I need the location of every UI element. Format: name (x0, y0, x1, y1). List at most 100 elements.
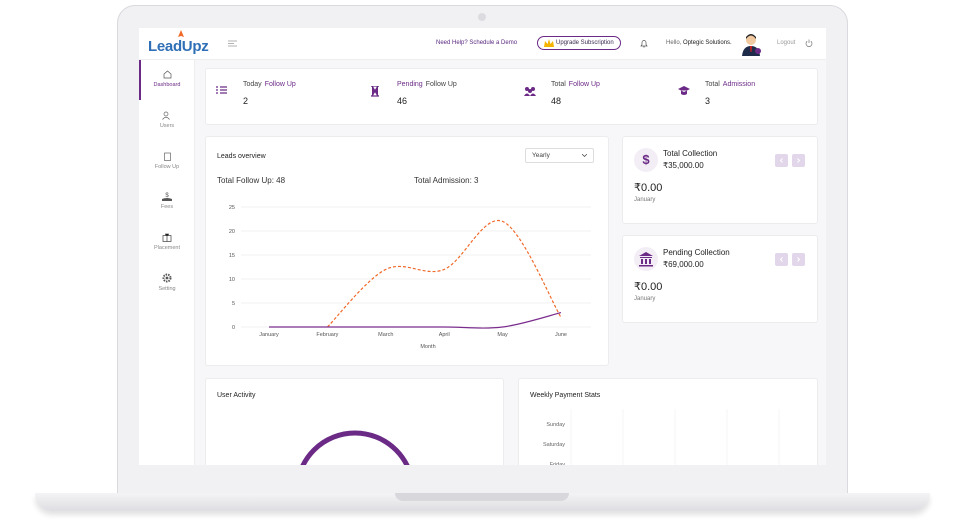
x-axis-label: Month (420, 344, 435, 350)
series-line (269, 312, 562, 329)
camera (478, 13, 486, 21)
card-title: User Activity (217, 392, 256, 399)
stat-label-part: Total (551, 81, 566, 88)
stat-value: 46 (397, 96, 408, 106)
icon-clipboard (163, 152, 171, 161)
nav-setting[interactable]: Setting (139, 273, 195, 292)
collection-amount: ₹0.00 (634, 281, 663, 293)
greeting-text: Hello, (666, 40, 682, 46)
nav-fees[interactable]: $ Fees (139, 192, 195, 210)
x-tick-label: January (259, 332, 279, 338)
stat-label-part: Follow Up (425, 81, 457, 88)
laptop-base (35, 493, 930, 511)
collection-month: January (634, 197, 656, 203)
nav-label: Fees (160, 204, 174, 210)
nav-label: Dashboard (153, 82, 181, 88)
stat-label-part: Follow Up (568, 81, 600, 88)
power-icon[interactable] (805, 39, 813, 47)
icon-gear (162, 273, 172, 283)
stat-label-part: Follow Up (264, 81, 296, 88)
laptop-notch (395, 493, 569, 501)
menu-toggle[interactable] (228, 40, 237, 47)
svg-text:$: $ (165, 193, 169, 199)
period-value: Yearly (532, 152, 550, 159)
stat-label-part: Today (243, 81, 262, 88)
avatar[interactable] (739, 32, 763, 56)
nav-label: Users (159, 123, 175, 129)
nav-placement[interactable]: Placement (139, 233, 195, 251)
icon-home (163, 70, 171, 79)
collection-icon (634, 247, 658, 271)
activity-ring (300, 430, 410, 465)
card-title: Weekly Payment Stats (530, 392, 601, 399)
y-tick-label: 5 (232, 301, 235, 307)
stat-icon (216, 86, 227, 94)
nav-label: Placement (154, 245, 180, 251)
help-link[interactable]: Need Help? Schedule a Demo (436, 40, 518, 46)
day-label: Saturday (542, 442, 565, 448)
prev-button[interactable] (775, 253, 788, 266)
y-tick-label: 0 (232, 325, 235, 331)
series-line (326, 219, 562, 328)
collection-title: Total Collection (663, 149, 718, 158)
stat-icon (371, 86, 379, 97)
y-tick-label: 10 (229, 277, 235, 283)
x-tick-label: June (555, 332, 567, 338)
brand-logo[interactable]: LeadUpz (148, 38, 209, 55)
stat-value: 48 (551, 96, 562, 106)
bell-icon[interactable] (640, 39, 648, 48)
nav-follow-up[interactable]: Follow Up (139, 152, 195, 170)
screen: LeadUpz Need Help? Schedule a Demo Upgra… (139, 28, 826, 465)
stat-value: 2 (243, 96, 249, 106)
stat-label: Today Follow Up (243, 81, 296, 88)
user-activity-card: User Activity (205, 378, 504, 465)
line-chart: 0 5 10 15 20 25 January February March April May Ju… (229, 205, 591, 350)
header: LeadUpz Need Help? Schedule a Demo Upgra… (139, 28, 826, 60)
nav-users[interactable]: Users (139, 111, 195, 129)
chevron (582, 154, 587, 157)
card-title: Leads overview (217, 153, 266, 160)
prev-button[interactable] (775, 154, 788, 167)
stat-label: Total Admission (705, 81, 755, 88)
collection-card: $ Total Collection ₹35,000.00 ₹0.00 January (622, 136, 818, 224)
next-button[interactable] (792, 253, 805, 266)
collection-title: Pending Collection (663, 248, 730, 257)
collection-card: Pending Collection ₹69,000.00 ₹0.00 January (622, 235, 818, 323)
upgrade-button[interactable]: Upgrade Subscription (537, 36, 621, 50)
logo-rocket (178, 30, 184, 37)
weekly-payment-card: Weekly Payment Stats Sunday Saturday Frida… (518, 378, 818, 465)
stat-value: 3 (705, 96, 711, 106)
day-label: Friday (549, 462, 565, 465)
next-button[interactable] (792, 154, 805, 167)
weekly-grid (570, 409, 780, 465)
y-tick-label: 20 (229, 229, 235, 235)
collection-total: ₹35,000.00 (663, 161, 704, 170)
stat-icon (678, 86, 690, 95)
logout-link[interactable]: Logout (777, 40, 796, 46)
nav-dashboard[interactable]: Dashboard (139, 70, 195, 88)
day-label: Sunday (546, 422, 565, 428)
sidebar: Dashboard Users Follow Up $ Fees Placemen… (139, 60, 195, 465)
stats-card: Today Follow Up 2 Pending Follow Up 46 Total Fo… (205, 68, 818, 125)
x-tick-label: February (316, 332, 338, 338)
y-tick-label: 15 (229, 253, 235, 259)
upgrade-label: Upgrade Subscription (556, 40, 614, 46)
x-tick-label: April (439, 332, 450, 338)
y-tick-label: 25 (229, 205, 235, 211)
crown-icon (544, 39, 554, 47)
stat-label: Pending Follow Up (397, 81, 457, 88)
greeting: Hello, Optegic Solutions. (666, 40, 732, 46)
period-select[interactable]: Yearly (525, 148, 594, 163)
company-name: Optegic Solutions. (683, 40, 732, 46)
stat-label-part: Total (705, 81, 720, 88)
total-follow-up: Total Follow Up: 48 (217, 176, 286, 185)
svg-text:$: $ (642, 152, 650, 167)
icon-users (162, 111, 170, 120)
stat-label-part: Admission (722, 81, 756, 88)
active-indicator (139, 60, 141, 100)
stat-icon (524, 87, 536, 96)
nav-label: Setting (158, 286, 176, 292)
icon-briefcase (162, 233, 172, 242)
icon-fees: $ (162, 193, 172, 201)
